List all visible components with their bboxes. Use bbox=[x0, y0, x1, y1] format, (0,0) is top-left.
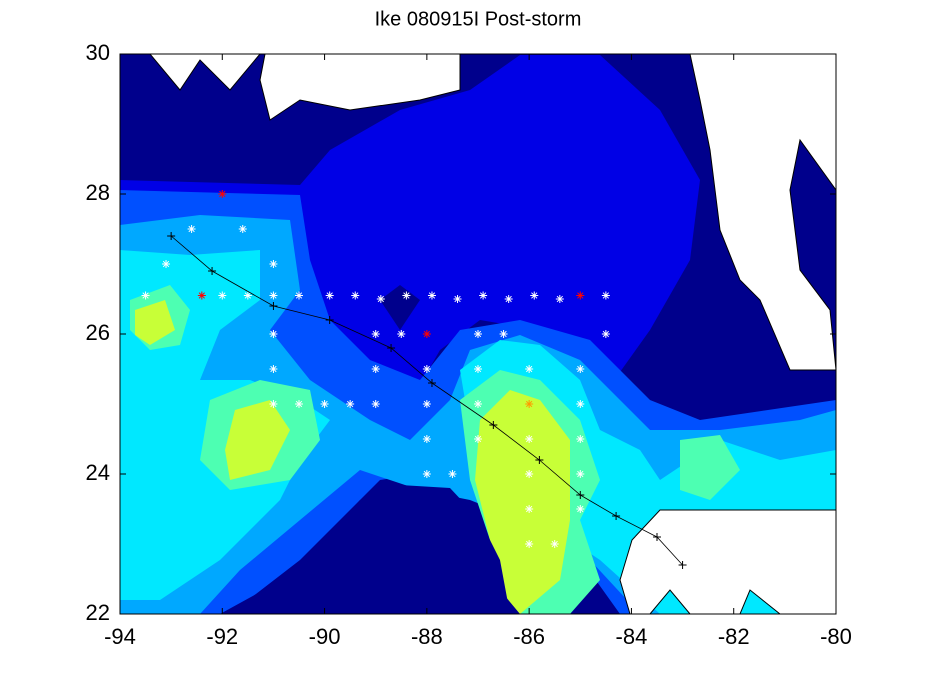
x-tick-label: -88 bbox=[411, 624, 443, 649]
data-point bbox=[397, 330, 406, 338]
x-tick-label: -92 bbox=[206, 624, 238, 649]
data-point bbox=[576, 491, 585, 499]
data-point bbox=[422, 330, 431, 338]
land bbox=[689, 54, 836, 371]
data-point bbox=[525, 470, 534, 478]
data-point bbox=[453, 295, 462, 303]
data-point bbox=[187, 225, 196, 233]
data-point bbox=[325, 316, 334, 324]
data-point bbox=[612, 512, 621, 520]
x-tick-label: -84 bbox=[616, 624, 648, 649]
data-point bbox=[474, 365, 482, 373]
data-point bbox=[474, 400, 482, 408]
data-point bbox=[269, 365, 278, 373]
data-point bbox=[525, 365, 534, 373]
data-point bbox=[218, 291, 227, 300]
data-point bbox=[402, 291, 411, 300]
data-point bbox=[479, 291, 488, 300]
data-point bbox=[555, 295, 564, 303]
x-tick-label: -94 bbox=[104, 624, 136, 649]
data-point bbox=[371, 330, 380, 338]
data-point bbox=[601, 330, 610, 338]
data-point bbox=[269, 302, 278, 310]
data-point bbox=[448, 470, 457, 478]
data-point bbox=[197, 291, 206, 300]
data-point bbox=[678, 561, 687, 569]
data-point bbox=[295, 400, 303, 408]
data-point bbox=[474, 330, 482, 338]
contour-level bbox=[680, 435, 740, 500]
contour-level bbox=[135, 300, 175, 345]
data-point bbox=[525, 400, 534, 408]
x-tick-label: -82 bbox=[718, 624, 750, 649]
data-point bbox=[422, 365, 431, 373]
data-point bbox=[525, 435, 534, 443]
data-point bbox=[269, 400, 278, 408]
data-point bbox=[525, 505, 534, 513]
contour-level bbox=[220, 485, 510, 614]
data-point bbox=[504, 295, 513, 303]
y-tick-label: 24 bbox=[86, 460, 110, 485]
data-point bbox=[269, 260, 278, 268]
data-point bbox=[295, 291, 303, 300]
y-tick-label: 26 bbox=[86, 320, 110, 345]
data-point bbox=[238, 225, 247, 233]
y-tick-label: 22 bbox=[86, 600, 110, 625]
data-point bbox=[525, 540, 534, 548]
data-point bbox=[576, 400, 585, 408]
y-tick-label: 28 bbox=[86, 180, 110, 205]
data-point bbox=[474, 435, 482, 443]
data-point bbox=[320, 400, 329, 408]
data-point bbox=[530, 291, 539, 300]
data-point bbox=[601, 291, 610, 300]
data-point bbox=[535, 456, 544, 464]
data-point bbox=[422, 470, 431, 478]
y-tick-label: 30 bbox=[86, 40, 110, 65]
data-point bbox=[371, 365, 380, 373]
data-point bbox=[218, 190, 227, 198]
data-point bbox=[387, 344, 396, 352]
data-point bbox=[167, 232, 176, 240]
data-point bbox=[243, 291, 252, 300]
data-point bbox=[376, 295, 385, 303]
data-point bbox=[351, 291, 360, 300]
land bbox=[259, 54, 461, 121]
data-point bbox=[489, 421, 498, 429]
data-point bbox=[576, 470, 585, 478]
data-point bbox=[269, 330, 278, 338]
data-point bbox=[162, 260, 171, 268]
data-point bbox=[499, 330, 508, 338]
data-point bbox=[576, 365, 585, 373]
land bbox=[619, 509, 836, 614]
data-point bbox=[422, 435, 431, 443]
data-point bbox=[550, 540, 559, 548]
data-point bbox=[269, 291, 278, 300]
contour-level bbox=[380, 285, 420, 330]
x-tick-label: -86 bbox=[513, 624, 545, 649]
data-point bbox=[422, 400, 431, 408]
data-point bbox=[427, 379, 436, 387]
data-point bbox=[371, 400, 380, 408]
data-point bbox=[325, 291, 334, 300]
land bbox=[149, 54, 261, 91]
chart-title: Ike 080915I Post-storm bbox=[375, 8, 582, 30]
data-point bbox=[576, 505, 585, 513]
data-point bbox=[576, 435, 585, 443]
data-point bbox=[653, 533, 661, 541]
x-tick-label: -90 bbox=[309, 624, 341, 649]
contour-level bbox=[225, 400, 290, 480]
data-point bbox=[141, 291, 150, 300]
data-point bbox=[208, 267, 217, 275]
data-point bbox=[427, 291, 436, 300]
data-point bbox=[576, 291, 585, 300]
x-tick-label: -80 bbox=[820, 624, 852, 649]
data-point bbox=[346, 400, 355, 408]
track-line bbox=[170, 235, 683, 566]
